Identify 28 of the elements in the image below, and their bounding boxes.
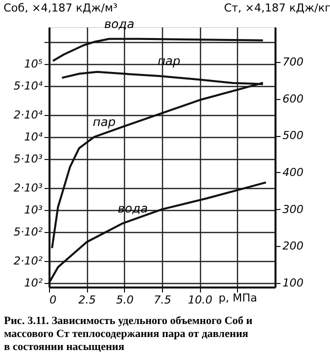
y-tick-label: 10⁵ (24, 57, 42, 70)
x-tick-label: 0 (50, 294, 56, 306)
text: Рис. 3.11. Зависимость удельного объемного Соб и массового Ст теплосодержания пара от давления в состоянии насыщения (4, 315, 254, 353)
x-tick-label: 7.5 (154, 294, 172, 306)
y2-tick-label: 400 (282, 166, 304, 179)
y2-tick-label: 100 (282, 276, 304, 290)
y-tick-label: 2·10² (14, 254, 44, 268)
y-tick-label: 2·10³ (14, 181, 44, 194)
series-label: вода (104, 16, 134, 31)
y-tick-label: 10² (24, 276, 44, 290)
y-axis-title: Cоб, ×4,187 кДж/м³ (4, 2, 118, 14)
y-tick-label: 10³ (24, 203, 44, 216)
y2-tick-label: 300 (282, 202, 304, 216)
y2-tick-label: 600 (282, 92, 304, 106)
y-tick-label: 5·10⁴ (14, 79, 44, 92)
y-tick-label: 5·10² (14, 225, 44, 238)
x-tick-label: 10.0 (188, 294, 212, 306)
y2-tick-label: 500 (282, 129, 304, 142)
y-tick-label: 5·10³ (14, 152, 44, 166)
x-tick-label: 5.0 (116, 294, 134, 306)
x-axis-title: p, МПа (218, 292, 258, 304)
y-tick-label: 2·10⁴ (14, 108, 44, 122)
series-label: пар (92, 114, 116, 129)
y2-tick-label: 700 (282, 55, 304, 68)
x-tick-label: 2.5 (78, 294, 96, 306)
y2-tick-label: 200 (282, 240, 304, 253)
y-tick-label: 10⁴ (24, 130, 44, 144)
y2-axis-title: Cт, ×4,187 кДж/кг (224, 2, 330, 14)
